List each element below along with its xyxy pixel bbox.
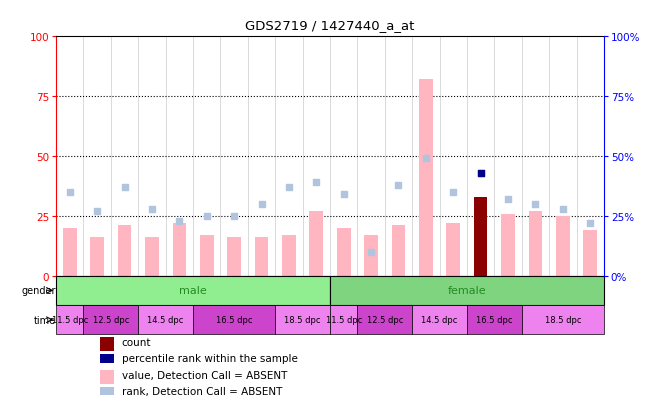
Point xyxy=(256,201,267,208)
Text: time: time xyxy=(34,315,56,325)
Bar xyxy=(501,214,515,276)
Bar xyxy=(227,238,241,276)
Point xyxy=(558,206,568,213)
Point xyxy=(503,196,513,203)
Bar xyxy=(145,238,159,276)
Bar xyxy=(83,305,139,335)
Bar xyxy=(56,305,83,335)
Bar xyxy=(63,228,77,276)
Bar xyxy=(529,211,543,276)
Bar xyxy=(330,276,604,305)
Bar xyxy=(90,238,104,276)
Point xyxy=(475,170,486,177)
Bar xyxy=(521,305,604,335)
Bar xyxy=(583,231,597,276)
Bar xyxy=(467,305,521,335)
Point xyxy=(448,189,459,196)
Point xyxy=(229,213,240,220)
Text: 12.5 dpc: 12.5 dpc xyxy=(366,316,403,325)
Point xyxy=(585,220,595,227)
Point xyxy=(174,218,185,225)
Bar xyxy=(337,228,350,276)
Text: 14.5 dpc: 14.5 dpc xyxy=(421,316,458,325)
Text: rank, Detection Call = ABSENT: rank, Detection Call = ABSENT xyxy=(122,386,282,396)
Text: 11.5 dpc: 11.5 dpc xyxy=(325,316,362,325)
Bar xyxy=(193,305,275,335)
Text: 16.5 dpc: 16.5 dpc xyxy=(476,316,513,325)
Bar xyxy=(446,223,460,276)
Point xyxy=(339,192,349,198)
Bar xyxy=(100,337,114,351)
Point xyxy=(420,156,431,162)
Bar xyxy=(358,305,412,335)
Text: value, Detection Call = ABSENT: value, Detection Call = ABSENT xyxy=(122,370,287,380)
Bar xyxy=(364,235,378,276)
Text: female: female xyxy=(447,286,486,296)
Point xyxy=(475,170,486,177)
Point xyxy=(92,208,102,215)
Bar xyxy=(330,305,358,335)
Point xyxy=(201,213,212,220)
Bar xyxy=(200,235,214,276)
Bar xyxy=(275,305,330,335)
Text: 12.5 dpc: 12.5 dpc xyxy=(92,316,129,325)
Bar xyxy=(56,276,330,305)
Bar xyxy=(138,305,193,335)
Text: count: count xyxy=(122,337,151,347)
Bar xyxy=(412,305,467,335)
Bar xyxy=(474,197,488,276)
Text: 18.5 dpc: 18.5 dpc xyxy=(284,316,321,325)
Bar xyxy=(419,80,433,276)
Bar xyxy=(474,197,488,276)
Bar xyxy=(172,223,186,276)
Text: 16.5 dpc: 16.5 dpc xyxy=(216,316,252,325)
Text: GDS2719 / 1427440_a_at: GDS2719 / 1427440_a_at xyxy=(246,19,414,31)
Text: 18.5 dpc: 18.5 dpc xyxy=(544,316,581,325)
Point xyxy=(366,249,376,256)
Bar xyxy=(391,226,405,276)
Bar xyxy=(310,211,323,276)
Bar xyxy=(117,226,131,276)
Text: male: male xyxy=(179,286,207,296)
Bar xyxy=(556,216,570,276)
Point xyxy=(65,189,75,196)
Point xyxy=(311,180,321,186)
Point xyxy=(147,206,157,213)
Point xyxy=(119,184,130,191)
Text: 11.5 dpc: 11.5 dpc xyxy=(51,316,88,325)
Bar xyxy=(100,370,114,384)
Bar xyxy=(100,354,114,363)
Bar xyxy=(282,235,296,276)
Text: gender: gender xyxy=(22,286,56,296)
Bar xyxy=(100,387,114,396)
Point xyxy=(284,184,294,191)
Text: 14.5 dpc: 14.5 dpc xyxy=(147,316,184,325)
Point xyxy=(530,201,541,208)
Text: percentile rank within the sample: percentile rank within the sample xyxy=(122,354,298,363)
Point xyxy=(393,182,404,189)
Bar xyxy=(255,238,269,276)
